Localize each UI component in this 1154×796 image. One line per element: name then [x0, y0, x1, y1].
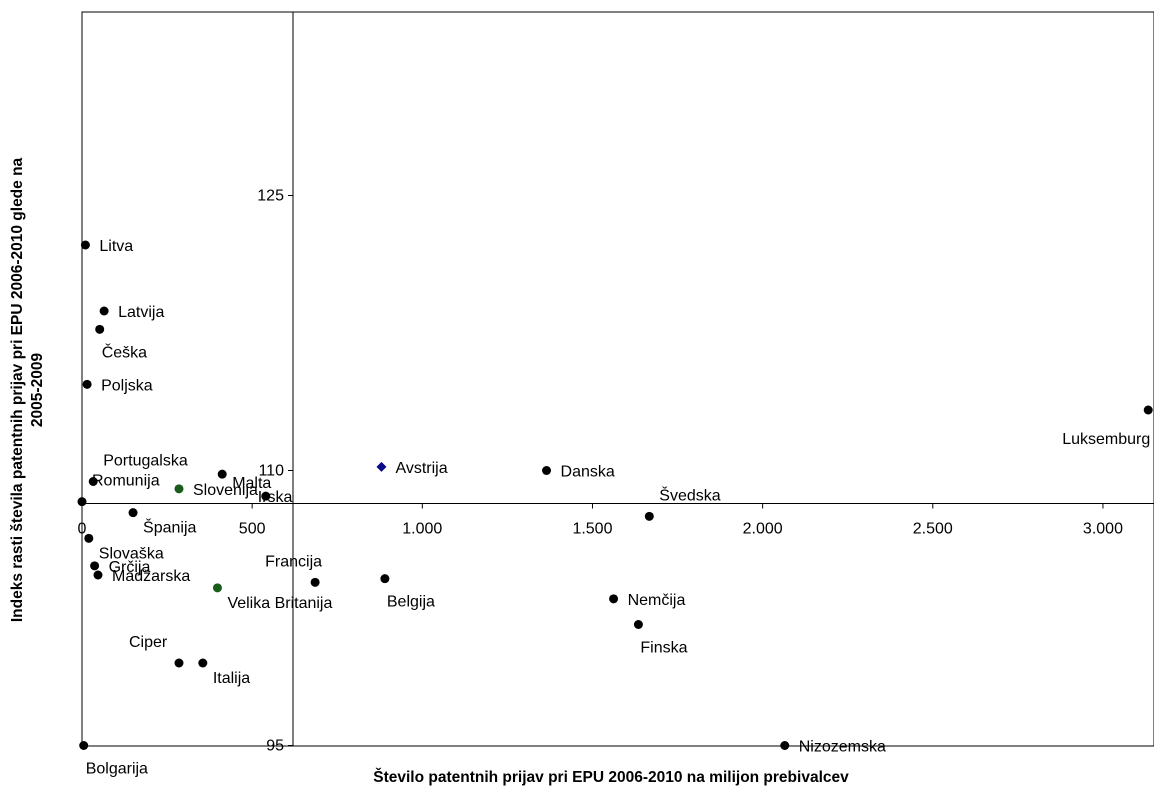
- data-point-label: Finska: [640, 640, 687, 657]
- data-point: [95, 324, 105, 334]
- data-point: [84, 533, 94, 543]
- data-point: [380, 574, 390, 584]
- data-point: [82, 379, 92, 389]
- data-point: [79, 741, 89, 750]
- data-point-label: Švedska: [659, 485, 720, 504]
- x-axis-title: Število patentnih prijav pri EPU 2006-20…: [373, 768, 849, 786]
- data-point-label: Slovaška: [99, 545, 164, 562]
- data-point-label: Danska: [561, 464, 615, 481]
- data-point: [217, 469, 227, 479]
- data-point-label: Romunija: [92, 473, 160, 490]
- data-point: [633, 620, 643, 629]
- x-tick-label: 1.500: [572, 521, 612, 538]
- data-point-label: Madžarska: [112, 568, 190, 585]
- x-tick-label: 0: [78, 521, 87, 538]
- data-point: [780, 741, 790, 750]
- x-tick-label: 1.000: [402, 521, 442, 538]
- y-tick-label: 95: [266, 738, 284, 755]
- y-tick-label: 125: [257, 188, 284, 205]
- ticks-group: 0 500 1.000 1.500 2.000 2.500 3.000 95 110 125: [78, 188, 1124, 755]
- data-point-label: Francija: [265, 553, 322, 570]
- data-point: [310, 577, 320, 587]
- data-point: [88, 477, 98, 486]
- data-point-label: Slovenija: [193, 482, 258, 499]
- y-axis-title-line-1: Indeks rasti števila patentnih prijav pr…: [9, 157, 26, 622]
- data-point-label: Latvija: [118, 304, 164, 321]
- x-tick-label: 2.000: [743, 521, 783, 538]
- data-point-label: Grčija: [109, 559, 151, 576]
- data-point: [1143, 405, 1153, 415]
- x-tick-label: 2.500: [913, 521, 953, 538]
- y-axis-title-line-2: 2005-2009: [29, 353, 46, 428]
- data-point: [93, 570, 103, 580]
- data-point-label: Belgija: [387, 594, 435, 611]
- data-point: [99, 306, 109, 316]
- y-tick-label: 110: [258, 463, 284, 480]
- data-point-label: Češka: [102, 342, 147, 361]
- data-point-label: Portugalska: [103, 453, 188, 470]
- data-point: [609, 594, 619, 604]
- data-point-label: Ciper: [129, 634, 168, 651]
- point-labels-group: Litva Latvija Češka Poljska Luksemburg Portug…: [86, 238, 1151, 778]
- data-point: [376, 461, 387, 472]
- data-point: [542, 466, 552, 475]
- data-point: [261, 491, 271, 501]
- data-point: [174, 484, 184, 494]
- data-point-label: Litva: [99, 238, 133, 255]
- data-point: [174, 658, 184, 668]
- points-group: [77, 240, 1153, 750]
- data-point-label: Malta: [232, 475, 271, 492]
- axes-group: [81, 11, 1154, 747]
- x-tick-label: 500: [239, 521, 266, 538]
- data-point-label: Španija: [143, 518, 196, 537]
- plot-area-border: [81, 11, 1154, 747]
- data-point: [644, 511, 654, 521]
- y-axis-title-group: Indeks rasti števila patentnih prijav pr…: [9, 157, 46, 622]
- data-point-label: Nemčija: [628, 592, 686, 609]
- data-point: [80, 240, 90, 250]
- data-point-label: Italija: [213, 670, 250, 687]
- data-point: [212, 583, 222, 593]
- data-point-label: Nizozemska: [799, 739, 886, 756]
- data-point-label: Luksemburg: [1062, 431, 1150, 448]
- data-point-label: Poljska: [101, 377, 153, 394]
- data-point: [90, 561, 100, 571]
- data-point: [198, 658, 208, 668]
- data-point-label: Irska: [258, 489, 293, 506]
- data-point-label: Velika Britanija: [227, 595, 332, 612]
- data-point-label: Bolgarija: [86, 761, 148, 778]
- data-point-label: Avstrija: [395, 460, 447, 477]
- data-point: [77, 497, 87, 507]
- data-point: [128, 508, 138, 518]
- x-tick-label: 3.000: [1083, 521, 1123, 538]
